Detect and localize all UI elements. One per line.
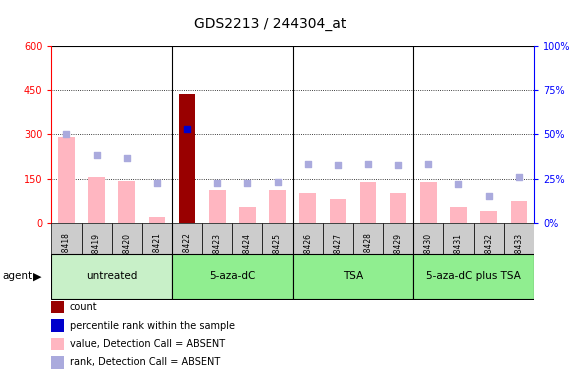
- Text: GSM118428: GSM118428: [364, 233, 372, 278]
- Text: 5-aza-dC plus TSA: 5-aza-dC plus TSA: [426, 271, 521, 281]
- Point: [514, 174, 524, 180]
- Bar: [82, 223, 112, 288]
- Text: GSM118423: GSM118423: [213, 233, 222, 278]
- Point: [183, 126, 192, 132]
- Point: [152, 180, 162, 186]
- Bar: [390, 193, 407, 223]
- Bar: [383, 223, 413, 288]
- Bar: [202, 223, 232, 288]
- Bar: [420, 182, 437, 223]
- Point: [243, 180, 252, 186]
- Bar: [329, 199, 346, 223]
- Bar: [232, 223, 263, 288]
- Point: [333, 162, 343, 168]
- Text: GSM118419: GSM118419: [92, 233, 101, 278]
- Point: [454, 181, 463, 187]
- Bar: [270, 190, 286, 223]
- Bar: [119, 180, 135, 223]
- Bar: [510, 200, 527, 223]
- Text: value, Detection Call = ABSENT: value, Detection Call = ABSENT: [70, 339, 225, 349]
- Bar: [450, 207, 467, 223]
- Text: untreated: untreated: [86, 271, 138, 281]
- Text: GSM118421: GSM118421: [152, 233, 162, 278]
- Point: [212, 180, 222, 186]
- Bar: [58, 137, 75, 223]
- Text: GSM118433: GSM118433: [514, 233, 523, 279]
- Bar: [148, 217, 165, 223]
- Bar: [112, 223, 142, 288]
- Text: ▶: ▶: [33, 271, 41, 281]
- Text: GSM118420: GSM118420: [122, 233, 131, 278]
- Point: [484, 193, 493, 199]
- Text: GSM118430: GSM118430: [424, 233, 433, 279]
- Bar: [444, 223, 473, 288]
- Text: GSM118425: GSM118425: [273, 233, 282, 278]
- Text: GSM118429: GSM118429: [393, 233, 403, 278]
- Bar: [239, 207, 256, 223]
- Bar: [323, 223, 353, 288]
- Text: count: count: [70, 302, 97, 312]
- Bar: [292, 254, 413, 299]
- Bar: [142, 223, 172, 288]
- Bar: [292, 223, 323, 288]
- Bar: [263, 223, 292, 288]
- Point: [273, 179, 282, 185]
- Bar: [299, 193, 316, 223]
- Text: GDS2213 / 244304_at: GDS2213 / 244304_at: [194, 17, 346, 31]
- Text: GSM118424: GSM118424: [243, 233, 252, 278]
- Point: [303, 161, 312, 167]
- Text: 5-aza-dC: 5-aza-dC: [209, 271, 255, 281]
- Bar: [51, 223, 82, 288]
- Bar: [353, 223, 383, 288]
- Bar: [172, 223, 202, 288]
- Bar: [89, 177, 105, 223]
- Point: [122, 155, 131, 161]
- Bar: [473, 223, 504, 288]
- Text: GSM118418: GSM118418: [62, 233, 71, 278]
- Bar: [179, 94, 195, 223]
- Bar: [413, 223, 444, 288]
- Bar: [51, 254, 172, 299]
- Bar: [413, 254, 534, 299]
- Text: TSA: TSA: [343, 271, 363, 281]
- Bar: [504, 223, 534, 288]
- Point: [92, 152, 101, 158]
- Text: GSM118427: GSM118427: [333, 233, 343, 278]
- Bar: [360, 182, 376, 223]
- Text: GSM118432: GSM118432: [484, 233, 493, 278]
- Text: GSM118431: GSM118431: [454, 233, 463, 278]
- Point: [364, 161, 373, 167]
- Point: [393, 162, 403, 168]
- Bar: [480, 211, 497, 223]
- Text: GSM118422: GSM118422: [183, 233, 192, 278]
- Point: [62, 131, 71, 137]
- Text: agent: agent: [3, 271, 33, 281]
- Text: percentile rank within the sample: percentile rank within the sample: [70, 321, 235, 331]
- Text: rank, Detection Call = ABSENT: rank, Detection Call = ABSENT: [70, 358, 220, 367]
- Text: GSM118426: GSM118426: [303, 233, 312, 278]
- Bar: [209, 190, 226, 223]
- Bar: [172, 254, 293, 299]
- Point: [424, 161, 433, 167]
